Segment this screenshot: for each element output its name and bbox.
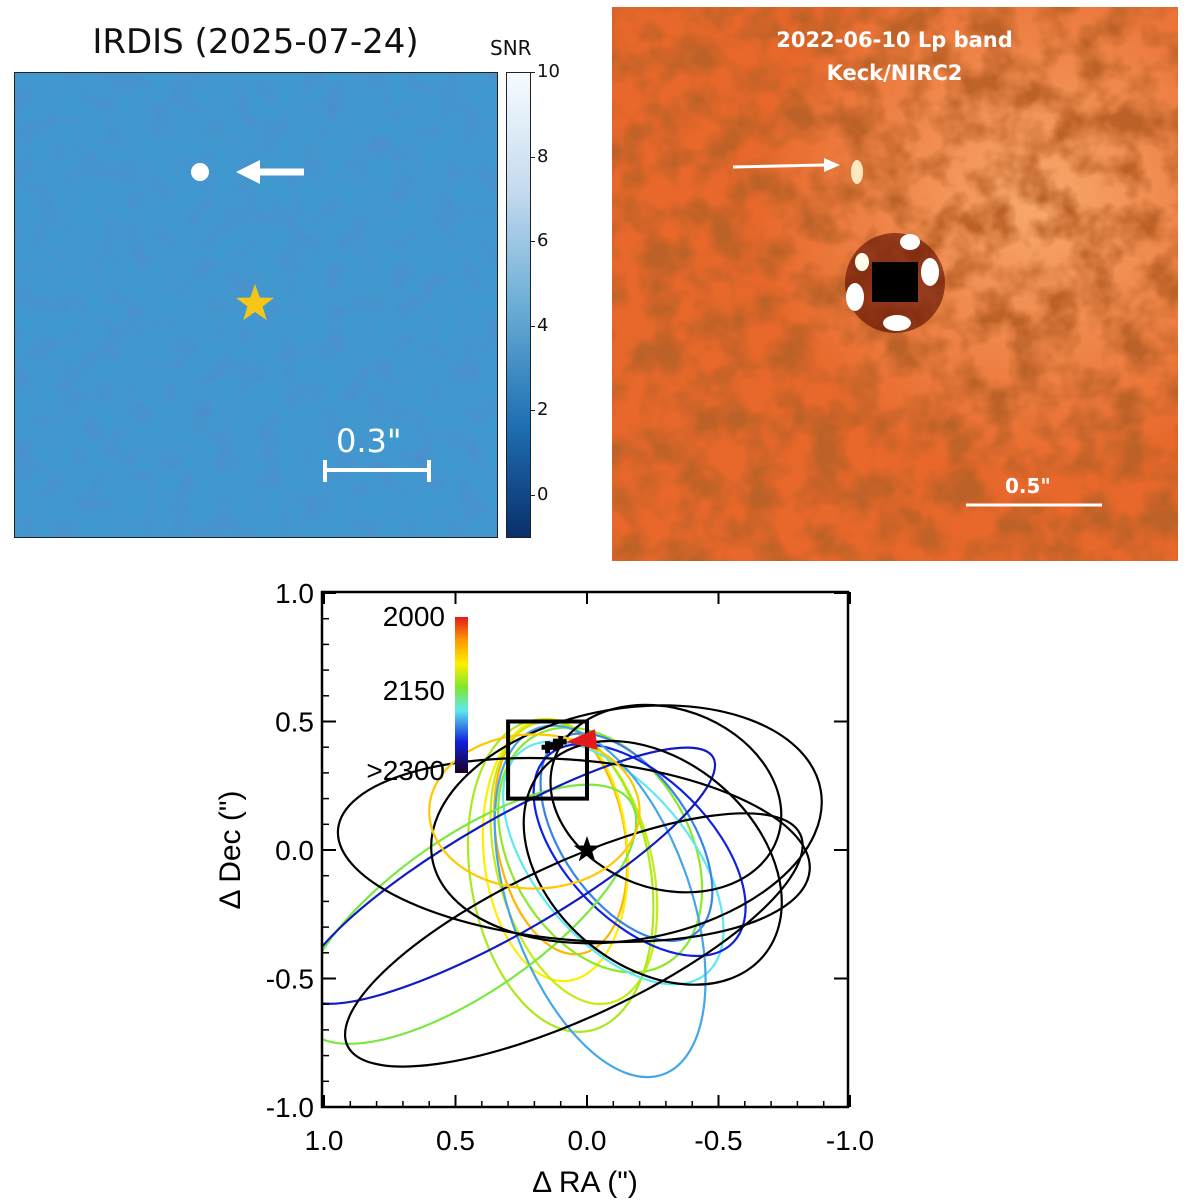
nirc2-scale-label: 0.5": [1005, 474, 1051, 498]
colorbar-tick-label: 2: [537, 399, 549, 421]
colorbar-tick-label: 6: [537, 230, 549, 252]
snr-colorbar: [506, 72, 531, 538]
arrow-icon: [732, 158, 840, 172]
x-tick-label: 0.0: [568, 1125, 607, 1156]
y-tick-label: -0.5: [266, 964, 314, 995]
orbit-track: [522, 739, 783, 986]
orbit-track: [489, 720, 659, 1006]
orbit-track: [343, 812, 804, 1068]
colorbar-tick: [530, 72, 535, 73]
detection-marker: [541, 741, 554, 754]
colorbar-tick-label: 4: [537, 314, 549, 336]
colorbar-tick: [530, 410, 535, 412]
companion-dot: [851, 160, 863, 184]
colorbar-tick-label: 8: [537, 145, 549, 167]
irdis-scale-label: 0.3": [336, 422, 402, 460]
orbit-track: [497, 726, 704, 974]
companion-dot: [191, 163, 209, 181]
nirc2-image: [612, 7, 1178, 561]
star-icon: [573, 836, 601, 862]
x-tick-label: -0.5: [694, 1125, 742, 1156]
x-tick-label: 1.0: [305, 1125, 344, 1156]
colorbar-tick-label: 10: [537, 61, 560, 82]
colorbar-label: SNR: [490, 36, 532, 60]
colorbar-tick: [530, 325, 535, 327]
y-tick-label: 1.0: [275, 578, 314, 609]
orbit-track: [428, 733, 641, 890]
year-colorbar-label: 2000: [383, 601, 445, 632]
year-colorbar: [455, 617, 468, 773]
orbit-track: [532, 742, 747, 958]
y-tick-label: 0.5: [275, 707, 314, 738]
x-tick-label: 0.5: [436, 1125, 475, 1156]
y-tick-label: -1.0: [266, 1092, 314, 1123]
year-colorbar-label: >2300: [366, 755, 445, 786]
arrow-icon: [236, 160, 304, 184]
orbit-track: [430, 704, 823, 945]
nirc2-title-line2: Keck/NIRC2: [826, 61, 963, 85]
colorbar-tick: [530, 241, 535, 243]
scale-bar: [323, 460, 431, 482]
colorbar-tick-label: 0: [537, 484, 549, 505]
irdis-title: IRDIS (2025-07-24): [92, 22, 419, 62]
colorbar-tick: [530, 156, 535, 158]
recent-orbit-arc: [565, 729, 598, 750]
nirc2-title-line1: 2022-06-10 Lp band: [776, 28, 1013, 52]
zoom-box: [506, 719, 590, 801]
orbit-track: [322, 746, 717, 1005]
detection-marker: [554, 736, 567, 749]
colorbar-tick: [530, 495, 535, 496]
star-icon: [235, 284, 275, 321]
orbit-track: [322, 783, 638, 1045]
irdis-image: [14, 72, 498, 538]
x-axis-label: Δ RA ("): [532, 1166, 638, 1199]
orbit-track: [336, 756, 811, 944]
star-residuals: [845, 233, 945, 333]
year-colorbar-label: 2150: [383, 675, 445, 706]
y-tick-label: 0.0: [275, 835, 314, 866]
y-axis-label: Δ Dec ("): [214, 790, 247, 909]
x-tick-label: -1.0: [826, 1125, 874, 1156]
